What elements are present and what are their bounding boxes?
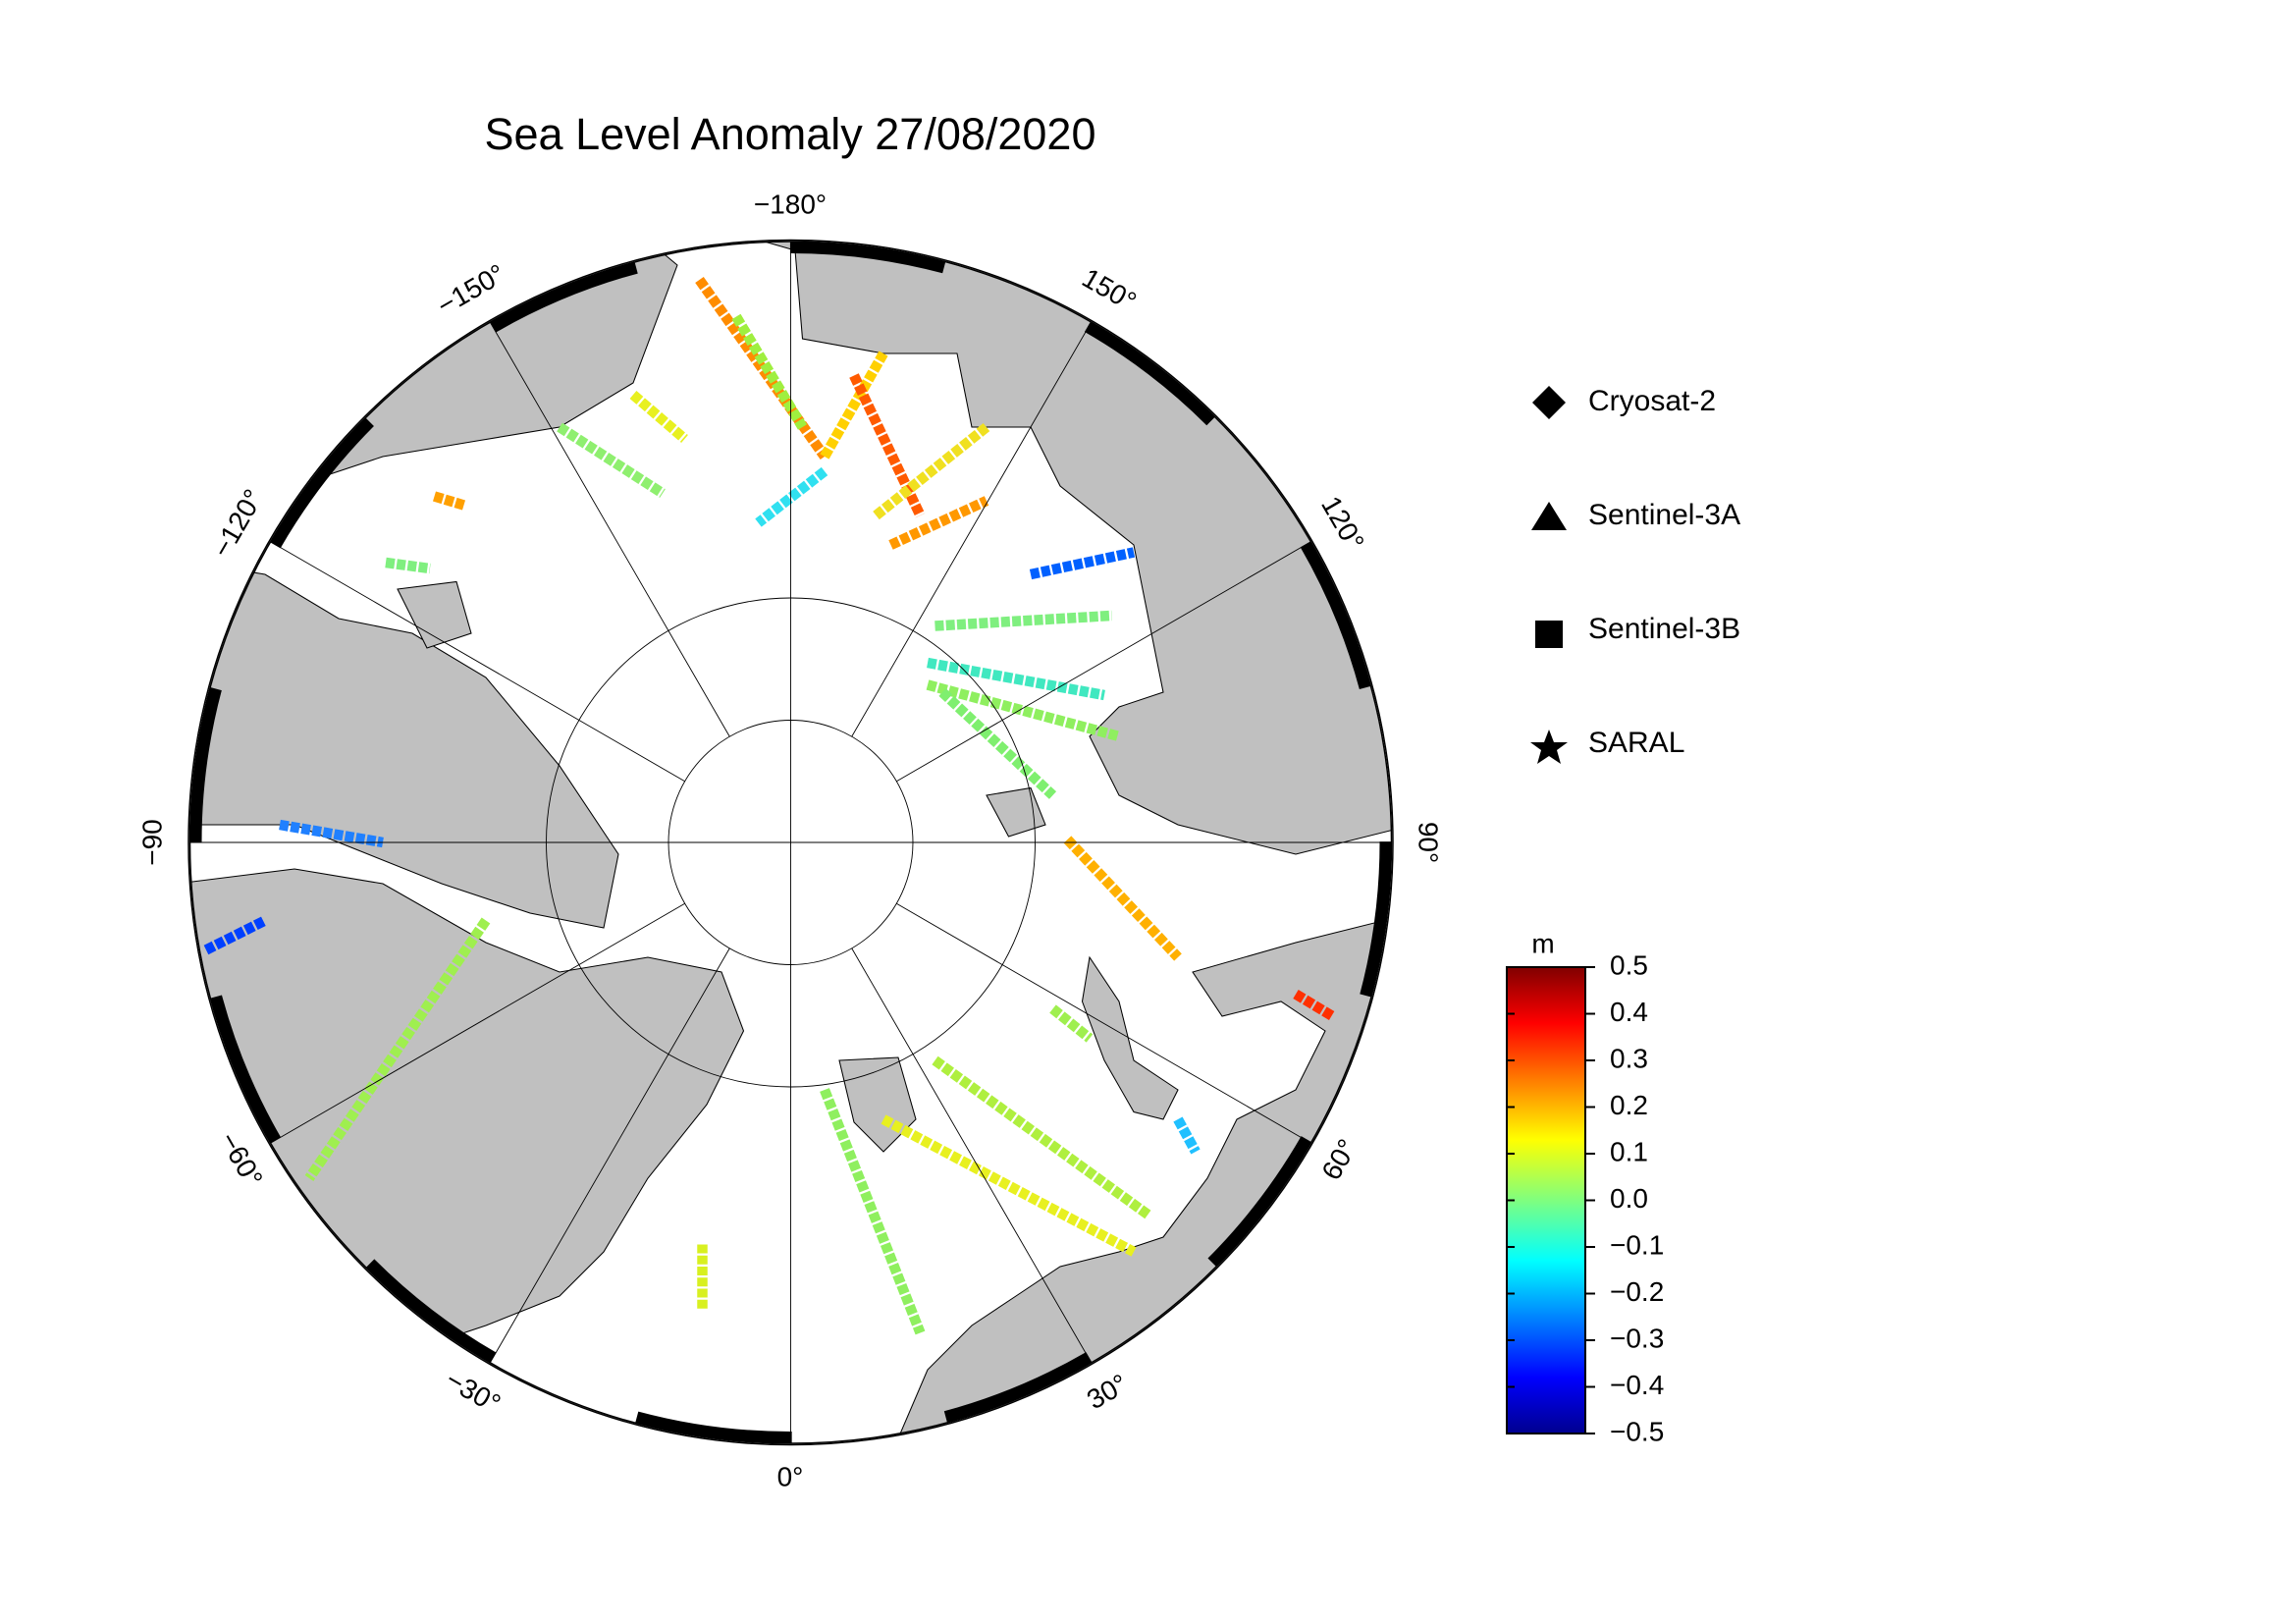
colorbar-tick-label: −0.5	[1610, 1416, 1664, 1446]
longitude-label: 150°	[1077, 262, 1142, 317]
map	[187, 239, 1394, 1446]
legend-marker	[1531, 502, 1567, 530]
graticule	[187, 239, 1394, 1446]
legend-marker	[1530, 730, 1568, 764]
colorbar-tick-label: 0.4	[1610, 997, 1648, 1027]
land	[838, 1056, 917, 1153]
colorbar-tick-label: 0.2	[1610, 1090, 1648, 1120]
longitude-label: −30°	[441, 1364, 506, 1419]
longitude-label: −60°	[214, 1127, 269, 1192]
longitude-label: −90	[136, 819, 167, 866]
land	[986, 786, 1046, 838]
land	[882, 912, 1392, 1443]
colorbar-tick-label: 0.0	[1610, 1183, 1648, 1214]
land	[1081, 955, 1179, 1120]
longitude-label: −150°	[432, 258, 510, 321]
longitude-label: 90°	[1414, 822, 1444, 863]
colorbar-tick-label: −0.2	[1610, 1276, 1664, 1307]
colorbar-tick-label: 0.1	[1610, 1136, 1648, 1166]
satellite-tracks	[203, 276, 1336, 1335]
longitude-label: 0°	[777, 1461, 804, 1491]
legend-label: Sentinel-3A	[1588, 499, 1740, 531]
colorbar-tick-label: −0.1	[1610, 1229, 1664, 1260]
longitude-label: 30°	[1082, 1368, 1133, 1415]
longitude-label: −180°	[754, 189, 827, 219]
colorbar-tick-label: 0.3	[1610, 1043, 1648, 1073]
land	[397, 580, 472, 649]
colorbar-unit: m	[1531, 928, 1554, 958]
legend-label: Cryosat-2	[1588, 385, 1716, 417]
legend-label: Sentinel-3B	[1588, 613, 1740, 645]
colorbar	[1506, 966, 1586, 1434]
legend	[1530, 386, 1568, 764]
colorbar-tick-label: −0.4	[1610, 1370, 1664, 1400]
longitude-label: −120°	[206, 484, 269, 563]
colorbar-tick-label: 0.5	[1610, 949, 1648, 980]
title: Sea Level Anomaly 27/08/2020	[485, 109, 1096, 159]
legend-marker	[1532, 386, 1566, 419]
legend-label: SARAL	[1588, 727, 1684, 759]
legend-marker	[1535, 621, 1563, 648]
longitude-label: 60°	[1315, 1134, 1362, 1185]
longitude-label: 120°	[1315, 491, 1370, 556]
land	[189, 242, 678, 531]
colorbar-tick-label: −0.3	[1610, 1323, 1664, 1353]
